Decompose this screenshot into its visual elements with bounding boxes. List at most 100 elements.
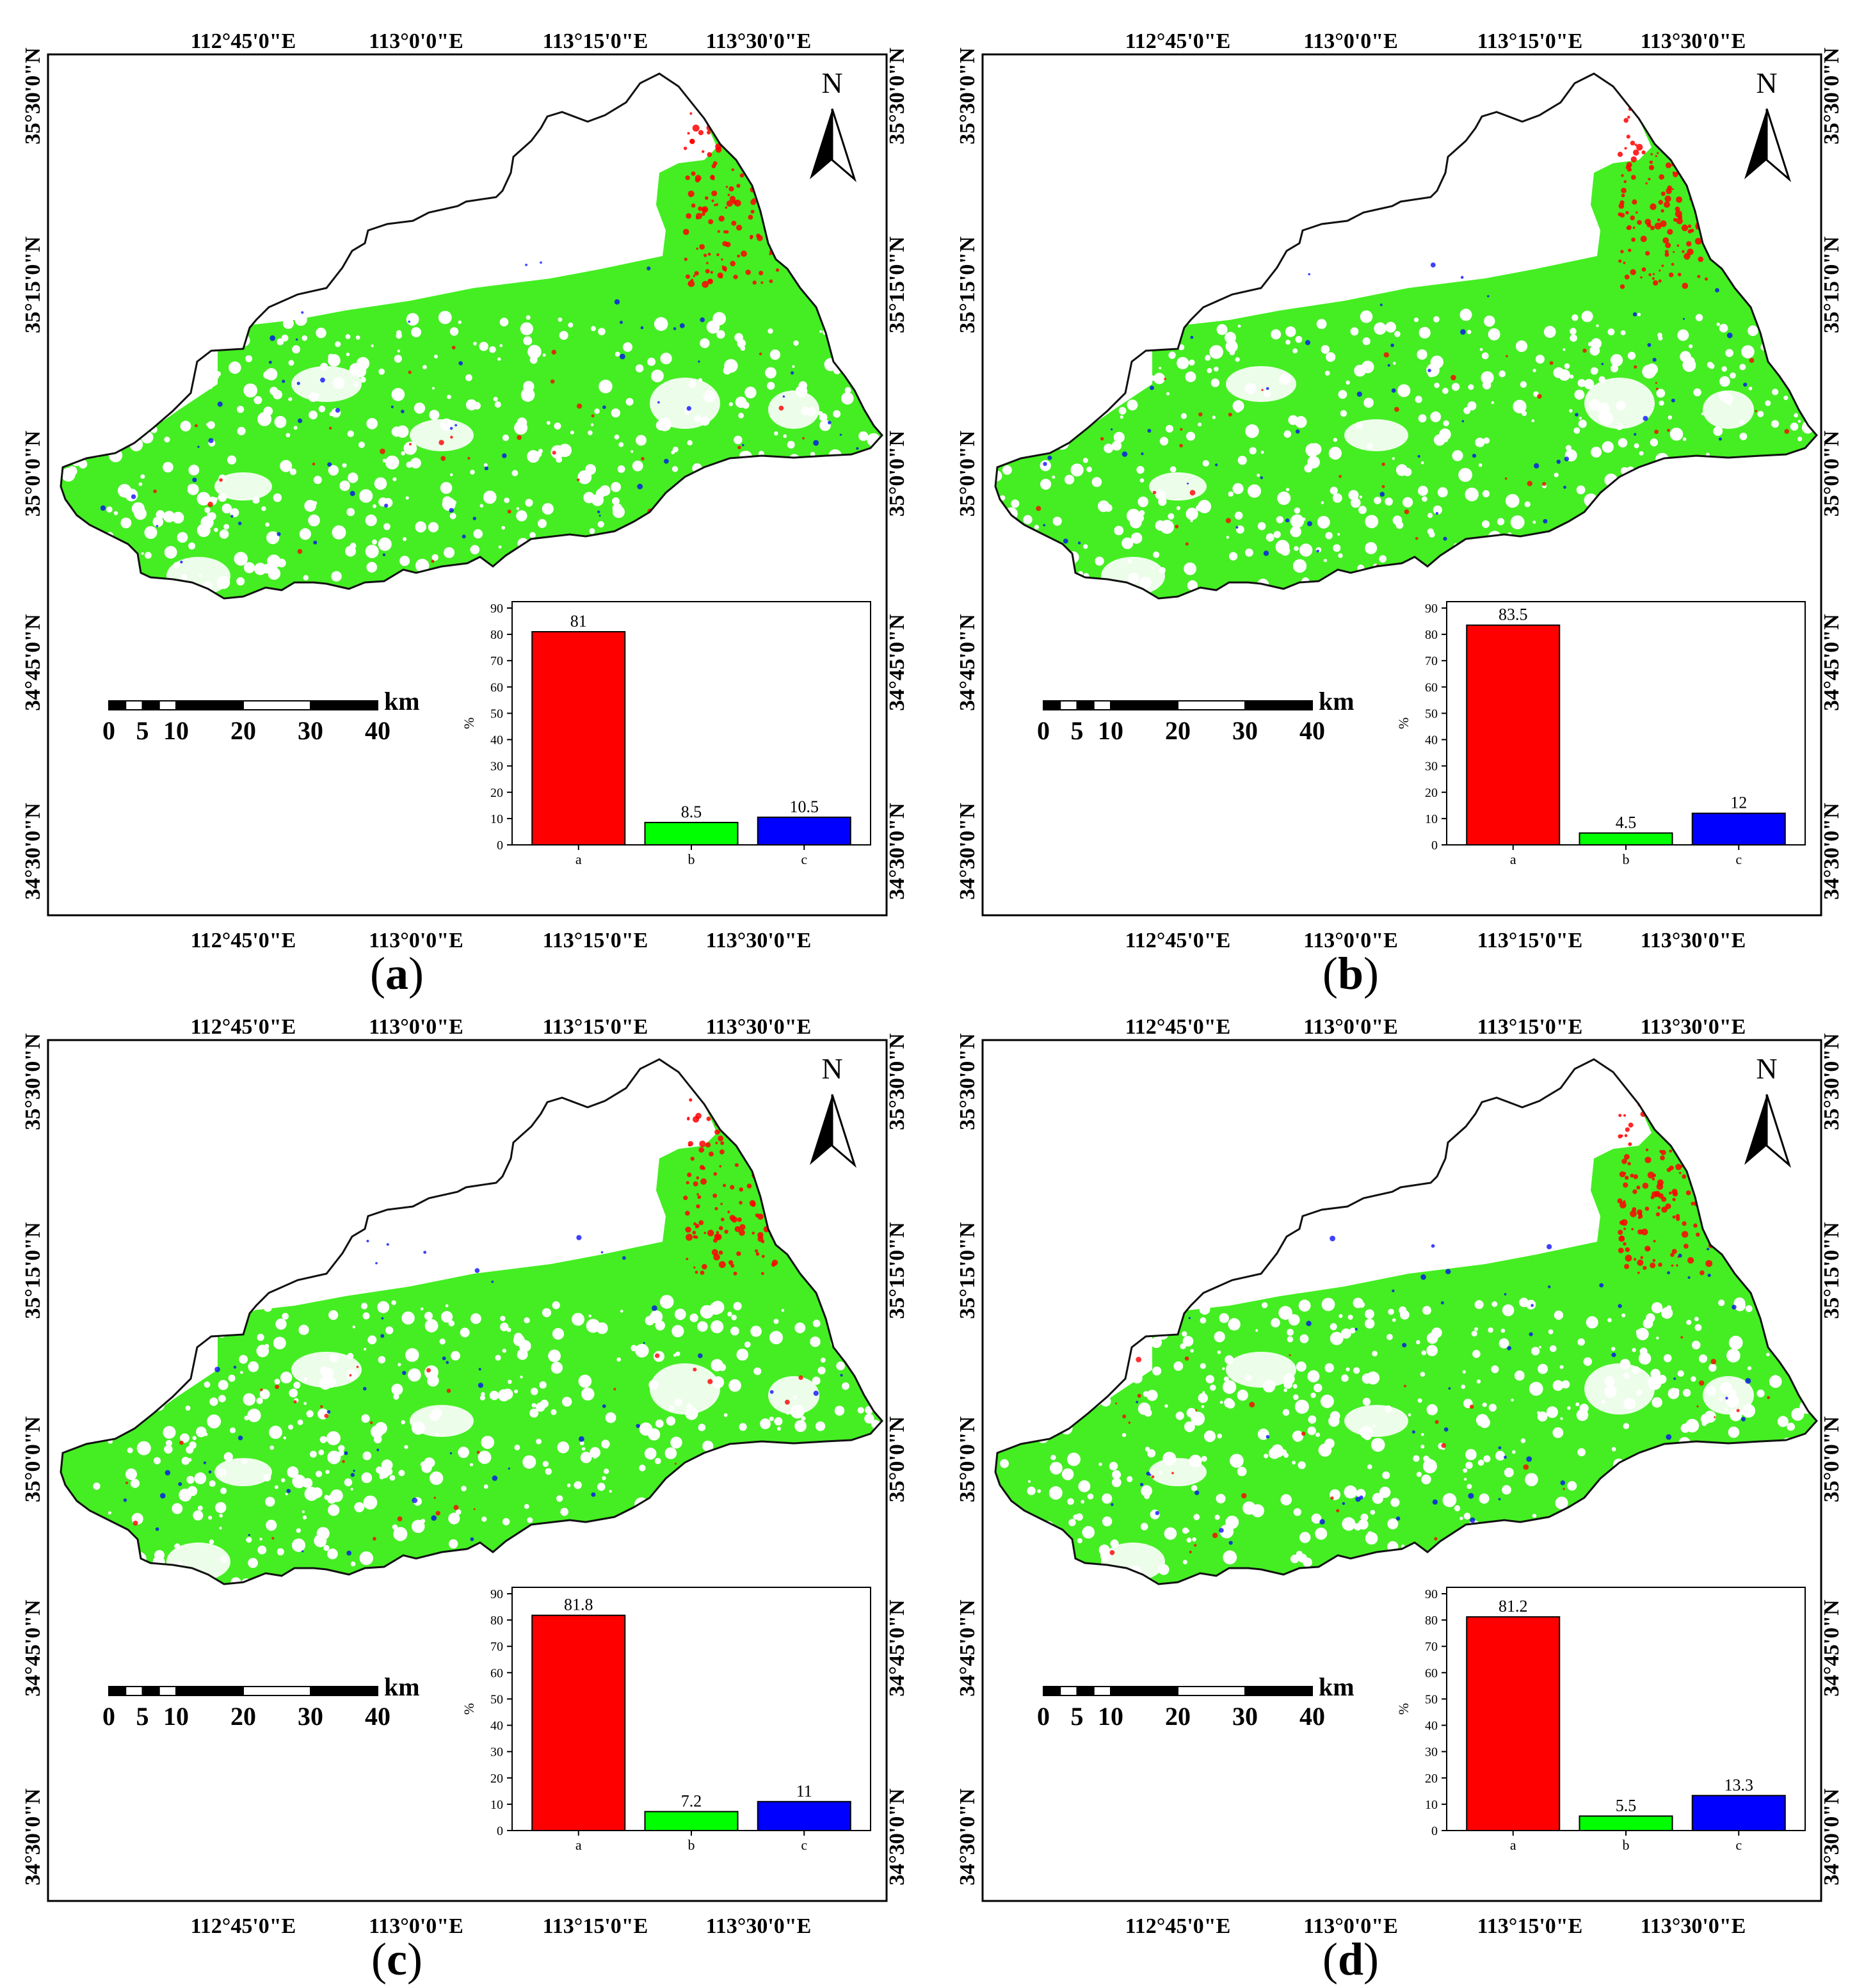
blank-speck bbox=[1047, 437, 1057, 447]
blank-speck bbox=[141, 552, 144, 556]
blank-speck bbox=[1399, 1306, 1407, 1315]
blank-speck bbox=[494, 1559, 504, 1569]
blank-speck bbox=[283, 1436, 287, 1439]
class-a-pixel bbox=[773, 153, 778, 157]
blank-speck bbox=[559, 331, 568, 340]
blank-speck bbox=[1554, 1310, 1564, 1320]
class-a-pixel bbox=[701, 212, 705, 216]
class-a-pixel bbox=[1628, 1142, 1632, 1146]
class-a-pixel bbox=[739, 1224, 746, 1230]
blank-speck bbox=[1351, 497, 1361, 508]
blank-speck bbox=[1113, 357, 1122, 365]
blank-speck bbox=[1686, 1319, 1692, 1326]
class-a-pixel bbox=[1696, 1232, 1700, 1237]
blank-speck bbox=[234, 552, 248, 566]
blank-speck bbox=[1205, 1375, 1214, 1384]
class-a-pixel bbox=[1671, 1249, 1677, 1255]
blank-speck bbox=[372, 539, 377, 545]
class-c-pixel bbox=[1635, 557, 1641, 564]
blank-speck bbox=[516, 507, 520, 510]
blank-speck bbox=[1475, 1414, 1489, 1427]
blank-speck bbox=[106, 506, 113, 513]
blank-speck bbox=[138, 586, 145, 593]
bottom-lon-label: 113°0'0"E bbox=[369, 1914, 463, 1938]
class-a-pixel bbox=[729, 127, 734, 132]
blank-patch bbox=[1226, 366, 1296, 402]
left-lat-label: 35°30'0"N bbox=[21, 1033, 45, 1130]
class-a-pixel bbox=[1632, 1189, 1637, 1194]
class-a-pixel bbox=[1634, 365, 1637, 369]
blank-speck bbox=[1120, 415, 1123, 419]
blank-speck bbox=[1338, 553, 1343, 558]
class-c-pixel bbox=[525, 264, 527, 266]
class-a-pixel bbox=[1415, 537, 1419, 540]
class-a-pixel bbox=[1671, 262, 1675, 266]
blank-speck bbox=[1050, 1404, 1062, 1415]
right-lat-label: 35°0'0"N bbox=[1820, 430, 1844, 517]
class-a-pixel bbox=[724, 1230, 728, 1234]
class-c-pixel bbox=[180, 560, 183, 564]
blank-speck bbox=[736, 1349, 749, 1361]
blank-speck bbox=[1034, 595, 1039, 598]
class-a-pixel bbox=[1691, 1201, 1695, 1206]
blank-speck bbox=[1571, 1523, 1577, 1530]
class-a-pixel bbox=[1686, 241, 1692, 247]
blank-speck bbox=[1639, 451, 1644, 456]
class-a-pixel bbox=[1682, 250, 1685, 253]
class-c-pixel bbox=[1431, 1244, 1435, 1248]
blank-speck bbox=[439, 1338, 446, 1345]
class-a-pixel bbox=[774, 160, 779, 165]
class-a-pixel bbox=[738, 1099, 744, 1105]
class-a-pixel bbox=[1669, 1150, 1673, 1153]
class-c-pixel bbox=[1427, 369, 1431, 373]
class-a-pixel bbox=[734, 1226, 741, 1232]
class-c-pixel bbox=[1699, 1485, 1701, 1487]
class-a-pixel bbox=[150, 1407, 154, 1410]
class-a-pixel bbox=[1657, 218, 1660, 222]
class-a-pixel bbox=[552, 451, 556, 455]
blank-speck bbox=[152, 1556, 165, 1568]
blank-speck bbox=[1050, 1455, 1056, 1461]
class-c-pixel bbox=[130, 1276, 135, 1281]
blank-speck bbox=[591, 565, 604, 577]
blank-speck bbox=[800, 507, 807, 515]
blank-speck bbox=[1189, 359, 1195, 366]
blank-speck bbox=[848, 346, 858, 355]
blank-speck bbox=[814, 586, 819, 590]
class-a-pixel bbox=[715, 1116, 719, 1121]
blank-speck bbox=[470, 1313, 481, 1324]
blank-speck bbox=[787, 440, 795, 449]
blank-speck bbox=[769, 1331, 783, 1345]
blank-speck bbox=[1790, 365, 1794, 369]
blank-speck bbox=[1372, 587, 1380, 595]
blank-speck bbox=[554, 422, 561, 430]
class-a-pixel bbox=[750, 1201, 756, 1207]
blank-speck bbox=[1570, 334, 1577, 342]
blank-speck bbox=[1353, 1367, 1360, 1374]
scale-tick-label: 10 bbox=[163, 716, 189, 745]
blank-speck bbox=[1471, 1331, 1477, 1337]
blank-speck bbox=[1748, 387, 1753, 390]
blank-speck bbox=[1769, 536, 1775, 542]
blank-speck bbox=[1362, 1397, 1371, 1406]
blank-speck bbox=[1044, 1305, 1050, 1311]
class-a-pixel bbox=[748, 1117, 754, 1123]
class-a-pixel bbox=[703, 1231, 707, 1235]
class-a-pixel bbox=[736, 184, 741, 188]
blank-speck bbox=[783, 1567, 791, 1575]
class-a-pixel bbox=[1623, 1242, 1627, 1246]
blank-speck bbox=[1656, 1336, 1659, 1340]
blank-speck bbox=[1422, 1306, 1431, 1315]
blank-speck bbox=[1627, 351, 1636, 360]
blank-speck bbox=[511, 1575, 523, 1584]
blank-speck bbox=[1422, 496, 1427, 502]
blank-speck bbox=[594, 573, 599, 577]
blank-speck bbox=[1377, 323, 1383, 329]
class-a-pixel bbox=[745, 122, 749, 125]
class-a-pixel bbox=[778, 405, 784, 411]
class-c-pixel bbox=[442, 1356, 446, 1361]
blank-speck bbox=[1159, 367, 1162, 369]
blank-speck bbox=[750, 482, 757, 490]
blank-speck bbox=[1796, 1364, 1803, 1371]
blank-speck bbox=[345, 334, 351, 339]
